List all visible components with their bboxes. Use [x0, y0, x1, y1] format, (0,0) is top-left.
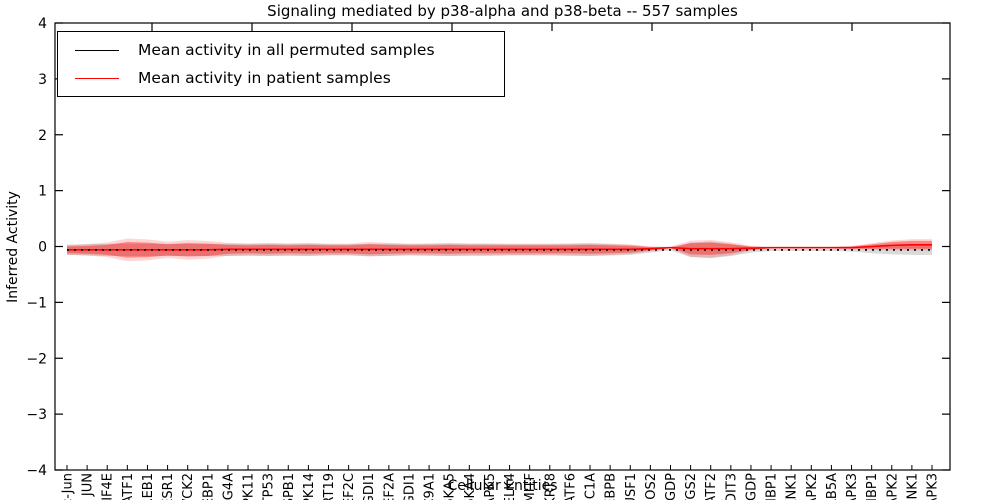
x-tick-label: p38alpha-beta/MNK1 [905, 473, 920, 500]
legend-entry-patient: Mean activity in patient samples [58, 65, 504, 91]
x-tick-label: RAB5/GDP [744, 473, 759, 500]
x-tick-label: MAPK14 [302, 473, 317, 500]
x-tick-label: ELK4 [503, 473, 518, 500]
legend-entry-permuted: Mean activity in all permuted samples [58, 37, 504, 63]
permuted-line-swatch [75, 49, 119, 51]
x-axis-label: Cellular Entities [447, 478, 558, 494]
chart-title: Signaling mediated by p38-alpha and p38-… [267, 2, 738, 20]
x-tick-label: ATF2/c-Jun [61, 473, 76, 500]
x-tick-label: SLC9A1 [423, 473, 438, 500]
y-tick-label: 4 [38, 16, 47, 32]
y-tick-label: 1 [38, 184, 47, 200]
x-tick-label: MAPKAPK2 [805, 473, 820, 500]
y-axis-label: Inferred Activity [5, 191, 21, 303]
x-tick-label: MAPKAPK3 [845, 473, 860, 500]
legend-label-patient: Mean activity in patient samples [138, 69, 391, 87]
x-tick-label: DDIT3 [724, 473, 739, 500]
x-tick-label: MITF [523, 473, 538, 500]
x-tick-label: ATF2 [704, 473, 719, 500]
x-tick-label: KRT8 [543, 473, 558, 500]
y-tick-label: 2 [38, 128, 47, 144]
x-tick-label: ATF1 [121, 473, 136, 500]
x-tick-label: JUN [81, 473, 96, 497]
legend: Mean activity in all permuted samples Me… [57, 31, 505, 97]
x-tick-label: GDI1 [402, 473, 417, 500]
x-tick-label: RPS6KA5 [443, 473, 458, 500]
x-tick-label: RPS6KA4 [463, 473, 478, 500]
x-tick-label: p38alpha-beta/CK2 [181, 473, 196, 500]
x-tick-label: RAB5/GDP/GDI1 [362, 473, 377, 500]
x-tick-label: p38alpha-beta/MAPKAPK2 [885, 473, 900, 500]
x-tick-label: PPARGC1A [584, 473, 599, 500]
x-tick-label: HSPB1 [282, 473, 297, 500]
x-tick-label: NOS2 [644, 473, 659, 500]
x-tick-label: TP53 [262, 473, 277, 500]
x-tick-label: ATF6 [563, 473, 578, 500]
x-tick-label: HBP1 [765, 473, 780, 500]
x-tick-label: MEF2C [342, 473, 357, 500]
plot-frame [54, 22, 951, 471]
legend-label-permuted: Mean activity in all permuted samples [138, 41, 435, 59]
patient-line-swatch [75, 77, 119, 79]
x-tick-label: mol:GDP [664, 473, 679, 500]
x-tick-label: MEF2A [382, 473, 397, 500]
x-tick-label: CEBPB [604, 473, 619, 500]
y-tick-label: 3 [38, 72, 47, 88]
y-tick-label: −1 [26, 295, 47, 311]
x-tick-label: USF1 [624, 473, 639, 500]
x-tick-label: MKNK1 [785, 473, 800, 500]
x-tick-label: EIF4EBP1 [201, 473, 216, 500]
x-tick-label: PTGS2 [684, 473, 699, 500]
y-tick-label: −2 [26, 351, 47, 367]
y-tick-label: −4 [26, 463, 47, 479]
patient-mean-line [67, 244, 932, 251]
x-tick-label: PLA2G4A [221, 473, 236, 500]
x-tick-label: ESR1 [161, 473, 176, 500]
x-tick-label: MAPK11 [242, 473, 257, 500]
y-tick-label: −3 [26, 407, 47, 423]
x-tick-label: MAPKAPK5 [483, 473, 498, 500]
x-tick-label: KRT19 [322, 473, 337, 500]
x-tick-label: p38alpha-beta/MAPKAPK3 [926, 473, 941, 500]
x-tick-label: RAB5A [825, 473, 840, 500]
y-tick-label: 0 [38, 240, 47, 256]
x-tick-label: EIF4E [101, 473, 116, 500]
x-tick-label: p38alpha-beta/HBP1 [865, 473, 880, 500]
x-tick-label: CREB1 [141, 473, 156, 500]
